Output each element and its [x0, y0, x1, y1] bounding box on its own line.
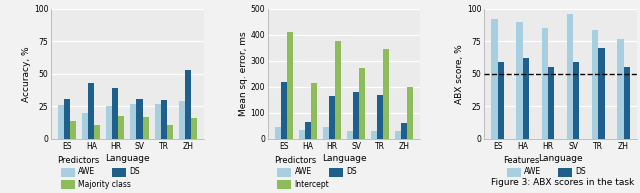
- Text: Majority class: Majority class: [78, 180, 131, 189]
- Text: DS: DS: [346, 167, 356, 176]
- Text: Features: Features: [504, 156, 540, 165]
- Text: Figure 3: ABX scores in the task: Figure 3: ABX scores in the task: [491, 178, 634, 187]
- Text: Predictors: Predictors: [58, 156, 100, 165]
- Bar: [523, 58, 529, 139]
- Bar: [70, 121, 76, 139]
- Bar: [623, 67, 630, 139]
- Bar: [541, 28, 548, 139]
- Bar: [118, 115, 124, 139]
- Bar: [275, 127, 281, 139]
- Bar: [155, 104, 161, 139]
- Y-axis label: ABX score, %: ABX score, %: [455, 44, 464, 104]
- Bar: [347, 131, 353, 139]
- Bar: [497, 62, 504, 139]
- Bar: [323, 127, 329, 139]
- Bar: [299, 130, 305, 139]
- Bar: [191, 118, 196, 139]
- Bar: [83, 113, 88, 139]
- Text: AWE: AWE: [524, 167, 541, 176]
- Bar: [353, 92, 359, 139]
- Bar: [58, 105, 64, 139]
- Bar: [516, 22, 523, 139]
- Bar: [185, 70, 191, 139]
- Bar: [329, 96, 335, 139]
- Bar: [64, 99, 70, 139]
- Bar: [396, 131, 401, 139]
- Bar: [131, 104, 136, 139]
- X-axis label: Language: Language: [105, 153, 150, 163]
- Text: DS: DS: [129, 167, 140, 176]
- X-axis label: Language: Language: [538, 153, 583, 163]
- Bar: [335, 41, 341, 139]
- Y-axis label: Mean sq. error, ms: Mean sq. error, ms: [239, 31, 248, 116]
- Bar: [305, 122, 311, 139]
- Bar: [136, 99, 143, 139]
- Bar: [143, 117, 148, 139]
- Text: AWE: AWE: [78, 167, 95, 176]
- Bar: [617, 39, 623, 139]
- Bar: [161, 100, 166, 139]
- Text: Predictors: Predictors: [274, 156, 316, 165]
- Bar: [88, 83, 94, 139]
- Bar: [179, 101, 185, 139]
- Bar: [592, 30, 598, 139]
- Bar: [573, 62, 579, 139]
- Bar: [377, 95, 383, 139]
- Y-axis label: Accuracy, %: Accuracy, %: [22, 46, 31, 102]
- Bar: [407, 87, 413, 139]
- Text: DS: DS: [575, 167, 586, 176]
- Bar: [287, 32, 292, 139]
- Bar: [383, 49, 389, 139]
- Text: Intercept: Intercept: [294, 180, 330, 189]
- Bar: [548, 67, 554, 139]
- Bar: [166, 125, 173, 139]
- Bar: [311, 83, 317, 139]
- Text: AWE: AWE: [294, 167, 312, 176]
- Bar: [567, 14, 573, 139]
- Bar: [281, 82, 287, 139]
- Bar: [94, 125, 100, 139]
- Bar: [492, 19, 497, 139]
- Bar: [113, 88, 118, 139]
- Bar: [106, 106, 113, 139]
- Bar: [401, 123, 407, 139]
- Bar: [359, 68, 365, 139]
- X-axis label: Language: Language: [322, 153, 366, 163]
- Bar: [371, 131, 377, 139]
- Bar: [598, 48, 605, 139]
